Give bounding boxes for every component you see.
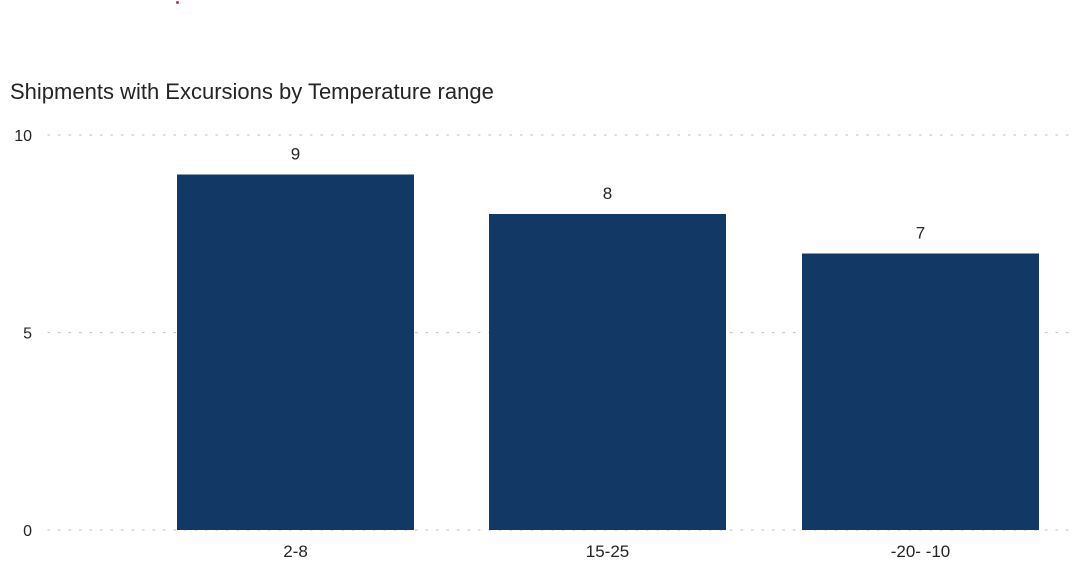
data-label: 9 (291, 145, 300, 164)
indicator-dot (176, 1, 179, 4)
x-tick-label: 2-8 (283, 542, 308, 561)
y-tick-label: 10 (14, 128, 32, 145)
data-label: 7 (916, 224, 925, 243)
x-tick-label: -20- -10 (891, 542, 951, 561)
data-label: 8 (603, 184, 612, 203)
x-tick-label: 15-25 (586, 542, 629, 561)
bar-15-25[interactable] (489, 214, 726, 530)
bar-2-8[interactable] (177, 174, 414, 531)
chart-title: Shipments with Excursions by Temperature… (10, 79, 494, 104)
y-tick-label: 0 (23, 523, 32, 540)
bar--20- -10[interactable] (802, 253, 1039, 531)
y-tick-label: 5 (23, 326, 32, 343)
